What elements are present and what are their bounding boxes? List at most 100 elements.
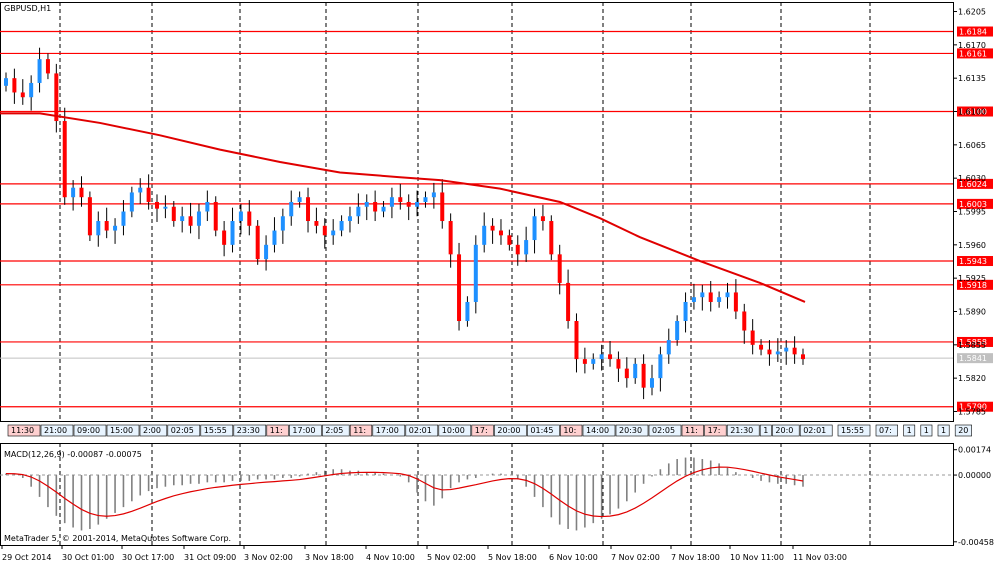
candle-body [725,292,730,298]
candle-body [339,221,344,231]
level-tag-label: 1.6100 [959,108,987,117]
candle-body [331,230,336,236]
candle-body [700,292,705,298]
y-tick-label: 1.6100 [958,108,986,117]
timeline-tag [7,424,41,437]
timeline-tag [494,424,527,437]
timeline-tag-label: 1 [924,426,929,435]
candle-body [473,244,478,302]
candle-body [356,206,361,217]
candle-body [104,221,109,231]
candle-body [381,206,386,212]
timeline-tag-label: 02:05 [652,426,675,435]
candle-body [750,330,755,345]
level-tag [957,48,993,59]
timeline-tag-label: 11: [685,426,698,435]
candle-body [599,354,604,360]
candle-body [532,216,537,241]
timeline-tag-label: 11: [270,426,283,435]
timeline-tag-label: 01:45 [530,426,553,435]
timeline-tags: 11:30 21:00 09:00 15:00 2:00 02:05 15:55 23:30 1… [7,424,972,437]
level-tag [957,336,993,347]
candle-body [171,206,176,222]
candle-body [683,301,688,322]
candle-body [465,301,470,322]
timeline-tag [704,424,727,437]
x-tick-label: 11 Nov 03:00 [793,553,847,562]
timeline-tag [648,424,682,437]
candle-body [79,187,84,198]
y-tick-label: 1.6065 [958,141,986,150]
candle-body [96,221,101,236]
timeline-tag [322,424,350,437]
timeline-tag-label: 17:00 [292,426,315,435]
candle-body [540,216,545,222]
x-tick-label: 3 Nov 18:00 [305,553,354,562]
candle-body [45,59,50,74]
candle-body [364,201,369,207]
x-tick-label: 7 Nov 02:00 [611,553,660,562]
candle-body [733,292,738,312]
candle-body [490,225,495,231]
x-tick-label: 29 Oct 2014 [2,553,51,562]
level-tag [957,178,993,189]
timeline-tag [200,424,234,437]
chart-title: GBPUSD,H1 [4,4,51,13]
timeline-tag-label: 21:00 [44,426,67,435]
candle-body [649,378,654,388]
candle-body [62,121,67,198]
timeline-tag-label: 21:30 [730,426,753,435]
timeline-tag-label: 20:0 [775,426,793,435]
y-tick-label: 1.5960 [958,241,986,250]
x-tick-label: 5 Nov 02:00 [427,553,476,562]
candle-body [37,59,42,83]
timeline-tag [73,424,107,437]
x-tick-label: 31 Oct 09:00 [184,553,236,562]
timeline-tag-label: 11: [353,426,366,435]
timeline-tag-label: 14:00 [586,426,609,435]
level-tag [957,26,993,37]
candle-body [238,211,243,222]
candle-body [222,230,227,245]
candle-body [633,363,638,379]
x-axis: 29 Oct 2014 30 Oct 01:00 30 Oct 17:00 31 Oc… [1,545,847,562]
candle-body [196,211,201,226]
timeline-tag [582,424,616,437]
candle-body [280,216,285,231]
timeline-tag-label: 23:30 [237,426,260,435]
level-tag-label: 1.5790 [959,403,987,412]
timeline-tag-label: 15:00 [110,426,133,435]
x-tick-label: 7 Nov 18:00 [671,553,720,562]
candle-body [792,347,797,355]
y-tick-label: 1.5785 [958,407,986,416]
candle-body [717,297,722,302]
candle-body [691,297,696,302]
candle-body [767,349,772,355]
timeline-tag-label: 1 [907,426,912,435]
timeline-tag [266,424,289,437]
level-tag [957,401,993,412]
candle-body [624,368,629,379]
candle-body [415,201,420,207]
timeline-tag [615,424,649,437]
candle-body [641,363,646,388]
candle-body [775,351,780,355]
candle-body [289,201,294,217]
timeline-tag [772,424,800,437]
candle-body [113,225,118,231]
candle-body [272,230,277,245]
candle-body [314,221,319,226]
current-price-label: 1.5841 [959,354,987,363]
candle-body [557,254,562,283]
x-tick-label: 4 Nov 10:00 [366,553,415,562]
x-tick-label: 30 Oct 17:00 [122,553,174,562]
candle-body [12,78,17,93]
candle-body [801,354,805,360]
macd-tick-label: -0.00458 [958,538,994,547]
candle-body [297,197,302,202]
candle-body [482,225,487,245]
candle-body [507,235,512,245]
level-tag [957,256,993,267]
timeline-tag-label: 1 [941,426,946,435]
y-axis: 1.6205 1.6170 1.6135 1.6100 1.6065 1.6030 1.59… [953,8,986,416]
